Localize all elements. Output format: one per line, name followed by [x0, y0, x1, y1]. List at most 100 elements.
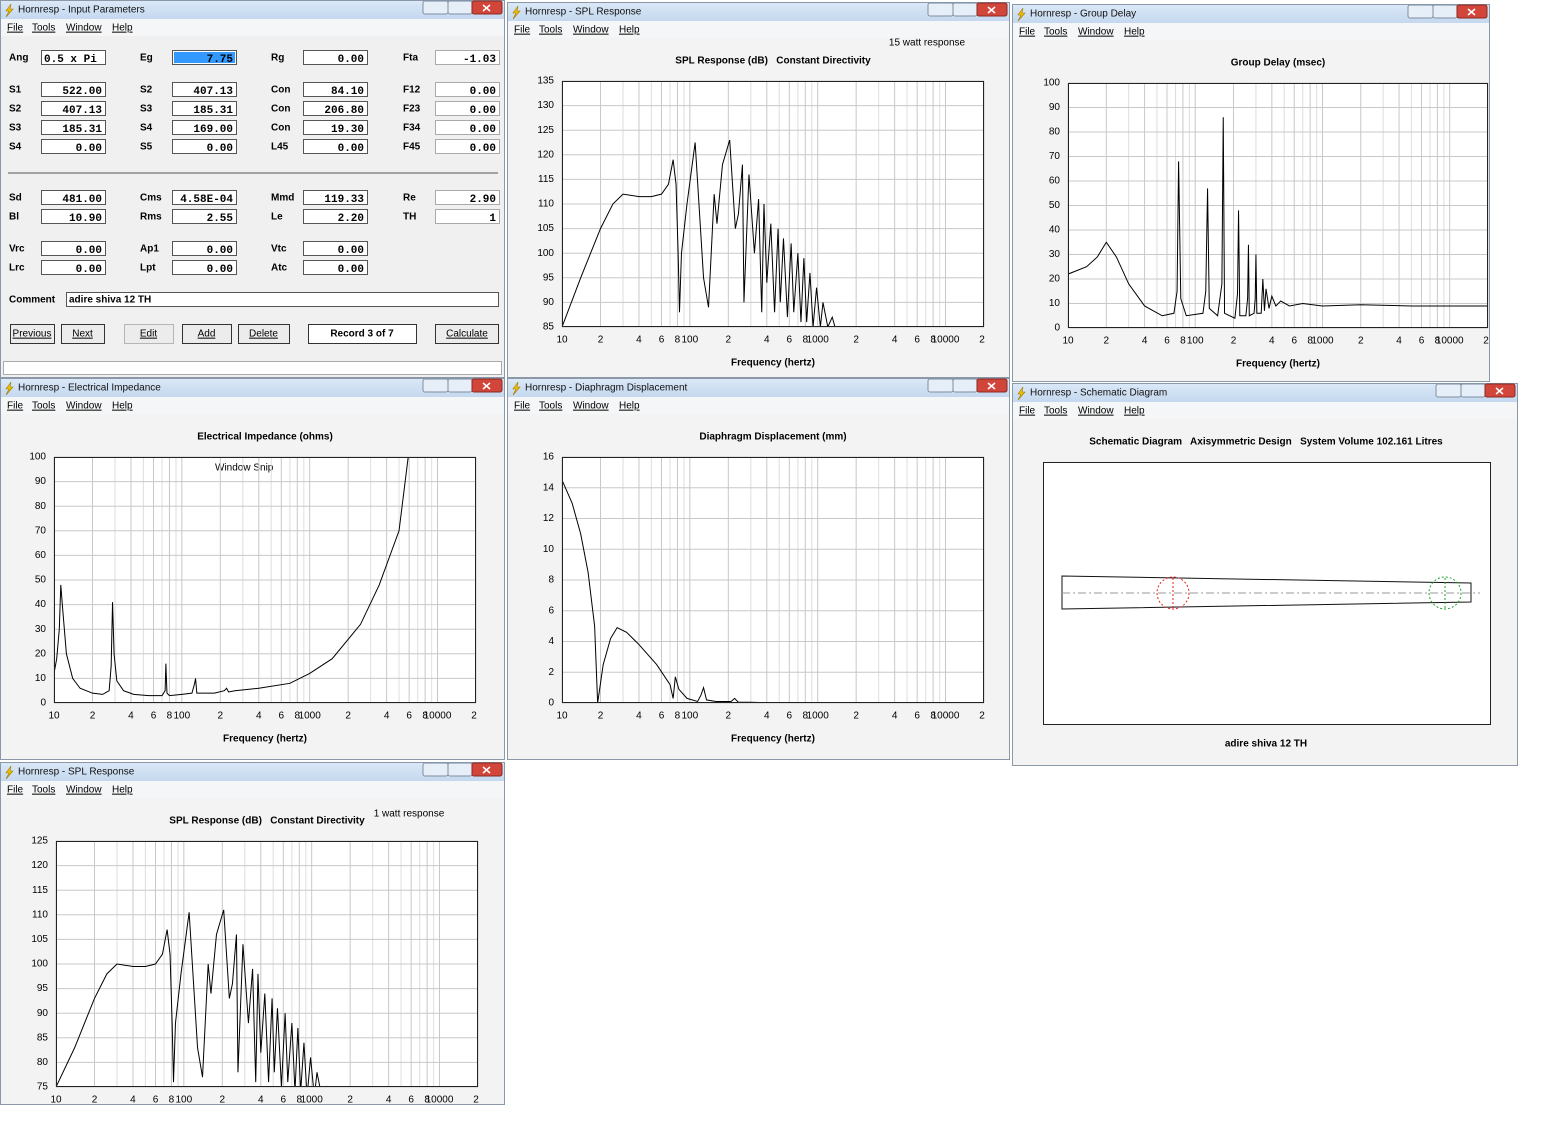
minimize-button[interactable] [927, 2, 954, 17]
field-box[interactable] [41, 139, 106, 154]
menu-item[interactable]: File [7, 785, 24, 796]
y-tick-label: 130 [537, 100, 554, 111]
button-label[interactable]: Edit [140, 329, 157, 340]
field-box[interactable] [435, 139, 500, 154]
field-box[interactable] [303, 139, 368, 154]
field-box[interactable] [303, 260, 368, 275]
field-box[interactable] [435, 120, 500, 135]
field-box[interactable] [41, 120, 106, 135]
minimize-button[interactable] [1435, 383, 1462, 398]
field-box[interactable] [41, 190, 106, 205]
menu-item[interactable]: File [514, 25, 531, 36]
menu-item[interactable]: Tools [539, 401, 562, 412]
field-box[interactable] [41, 209, 106, 224]
field-box[interactable] [303, 101, 368, 116]
field-value: 407.13 [193, 86, 233, 98]
button[interactable] [61, 324, 105, 344]
button[interactable] [435, 324, 499, 344]
field-box[interactable] [172, 209, 237, 224]
menu-item[interactable]: Tools [1044, 406, 1067, 417]
menu-item[interactable]: File [7, 401, 24, 412]
button-label[interactable]: Previous [13, 329, 52, 340]
field-box[interactable] [435, 101, 500, 116]
minimize-button[interactable] [422, 762, 449, 777]
x-axis-label: Frequency (hertz) [731, 358, 815, 369]
button-label[interactable]: Add [198, 329, 216, 340]
menu-item[interactable]: Window [1078, 27, 1114, 38]
maximize-button[interactable] [1460, 383, 1486, 398]
field-box[interactable] [172, 82, 237, 97]
button[interactable] [10, 324, 55, 344]
comment-box[interactable] [66, 292, 499, 307]
field-box[interactable] [303, 82, 368, 97]
menu-item[interactable]: Tools [32, 23, 55, 34]
menu-item[interactable]: Window [573, 25, 609, 36]
field-box[interactable] [172, 139, 237, 154]
menu-item[interactable]: Help [112, 23, 133, 34]
minimize-button[interactable] [1407, 4, 1434, 19]
x-tick-label: 4 [258, 1095, 264, 1106]
maximize-button[interactable] [447, 378, 473, 393]
field-box[interactable] [303, 190, 368, 205]
y-tick-label: 70 [1049, 151, 1061, 162]
field-box[interactable] [41, 241, 106, 256]
field-box[interactable] [41, 260, 106, 275]
minimize-button[interactable] [422, 0, 449, 15]
menu-item[interactable]: Tools [1044, 27, 1067, 38]
menu-item[interactable]: Window [1078, 406, 1114, 417]
menu-item[interactable]: Help [1124, 27, 1145, 38]
maximize-button[interactable] [1432, 4, 1458, 19]
minimize-button[interactable] [422, 378, 449, 393]
menu-item[interactable]: File [7, 23, 24, 34]
field-box[interactable] [172, 241, 237, 256]
menu-item[interactable]: Help [619, 401, 640, 412]
plot-border [54, 457, 476, 703]
field-box[interactable] [435, 209, 500, 224]
y-tick-label: 60 [35, 550, 47, 561]
button-label[interactable]: Delete [249, 329, 278, 340]
maximize-button[interactable] [952, 2, 978, 17]
menu-item[interactable]: Window [66, 23, 102, 34]
field-box[interactable] [172, 260, 237, 275]
field-box[interactable] [41, 82, 106, 97]
menu-item[interactable]: File [1019, 406, 1036, 417]
button-label[interactable]: Calculate [446, 329, 488, 340]
field-box[interactable] [41, 101, 106, 116]
button[interactable] [182, 324, 232, 344]
maximize-button[interactable] [447, 762, 473, 777]
record-label: Record 3 of 7 [330, 329, 394, 340]
menu-item[interactable]: Help [112, 785, 133, 796]
menu-item[interactable]: Help [619, 25, 640, 36]
field-box[interactable] [303, 209, 368, 224]
menu-item[interactable]: Tools [32, 401, 55, 412]
maximize-button[interactable] [447, 0, 473, 15]
field-box[interactable] [303, 241, 368, 256]
menu-item[interactable]: File [1019, 27, 1036, 38]
button-label[interactable]: Next [72, 329, 93, 340]
menu-item[interactable]: Tools [539, 25, 562, 36]
field-value: 0.00 [76, 264, 102, 276]
menu-item[interactable]: Window [66, 785, 102, 796]
menu-item[interactable]: Window [573, 401, 609, 412]
field-box[interactable] [303, 120, 368, 135]
x-tick-label: 2 [598, 711, 604, 722]
menu-item[interactable]: File [514, 401, 531, 412]
button[interactable] [238, 324, 290, 344]
field-label: Mmd [271, 193, 294, 204]
maximize-button[interactable] [952, 378, 978, 393]
minimize-button[interactable] [927, 378, 954, 393]
menu-item[interactable]: Window [66, 401, 102, 412]
field-box[interactable] [303, 50, 368, 65]
field-box[interactable] [172, 101, 237, 116]
menu-item[interactable]: Help [1124, 406, 1145, 417]
menu-item[interactable]: Help [112, 401, 133, 412]
field-box[interactable] [41, 50, 106, 65]
field-box[interactable] [172, 120, 237, 135]
field-box[interactable] [435, 190, 500, 205]
field-box[interactable] [172, 190, 237, 205]
field-box[interactable] [435, 82, 500, 97]
button[interactable] [124, 324, 174, 344]
field-box[interactable] [435, 50, 500, 65]
app-icon [512, 5, 521, 20]
menu-item[interactable]: Tools [32, 785, 55, 796]
